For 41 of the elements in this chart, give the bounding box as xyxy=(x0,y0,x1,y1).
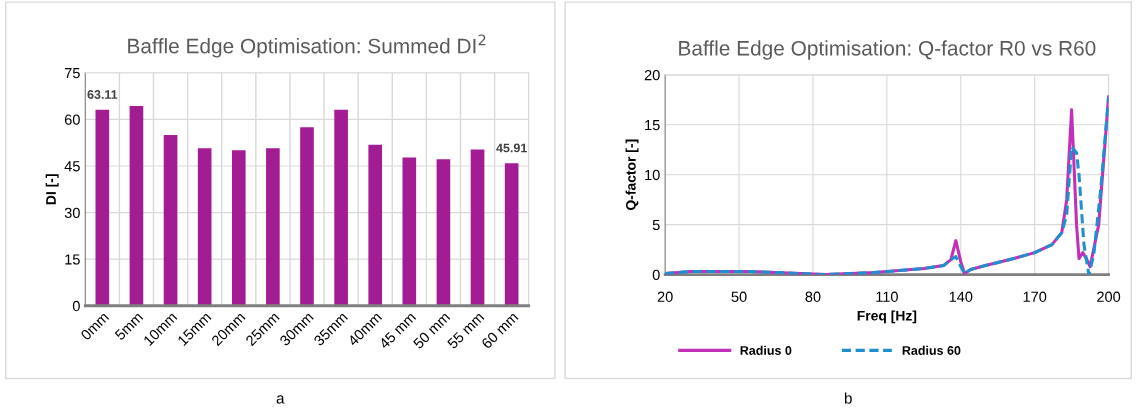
bar xyxy=(402,157,417,306)
text: b xyxy=(844,392,852,404)
y-tick-label: 20 xyxy=(644,69,660,81)
y-tick-label: 5 xyxy=(652,219,660,231)
data-label: 45.91 xyxy=(496,143,527,153)
text: a xyxy=(276,395,285,404)
legend-label: Radius 0 xyxy=(740,345,792,355)
bar xyxy=(504,163,519,306)
bar xyxy=(95,109,110,306)
x-tick-label: 110 xyxy=(876,291,898,302)
y-tick-label: 45 xyxy=(64,161,80,172)
y-tick-label: 15 xyxy=(645,120,660,131)
y-tick-label: 0 xyxy=(652,269,660,280)
y-axis-title: DI [-] xyxy=(45,174,59,205)
bar xyxy=(231,150,246,306)
bar xyxy=(470,149,485,306)
y-tick-label: 30 xyxy=(64,207,80,218)
bar xyxy=(300,127,314,306)
x-tick-label: 80 xyxy=(805,291,821,302)
y-tick-label: 75 xyxy=(64,68,80,79)
data-label: 63.11 xyxy=(87,90,118,99)
x-tick-label: 170 xyxy=(1023,291,1047,302)
y-tick-label: 0 xyxy=(72,300,80,312)
bar xyxy=(163,134,178,306)
chart-title: Baffle Edge Optimisation: Q-factor R0 vs R60 xyxy=(679,40,1096,60)
y-tick-label: 10 xyxy=(645,169,660,181)
x-tick-label: 140 xyxy=(949,291,973,302)
y-tick-label: 15 xyxy=(65,254,80,265)
x-axis-title: Freq [Hz] xyxy=(857,310,917,324)
chart-title: Baffle Edge Optimisation: Summed DI$^{2}$ xyxy=(128,34,486,58)
bar xyxy=(197,148,212,306)
y-tick-label: 60 xyxy=(64,114,80,125)
bar xyxy=(334,109,348,306)
y-axis-title: Q-factor [-] xyxy=(625,139,639,211)
x-tick-label: 50 xyxy=(731,291,747,302)
bar xyxy=(266,148,280,306)
legend-label: Radius 60 xyxy=(902,345,961,355)
bar xyxy=(129,106,144,306)
bar xyxy=(436,159,451,306)
bar xyxy=(368,144,383,306)
x-tick-label: 200 xyxy=(1097,291,1121,302)
